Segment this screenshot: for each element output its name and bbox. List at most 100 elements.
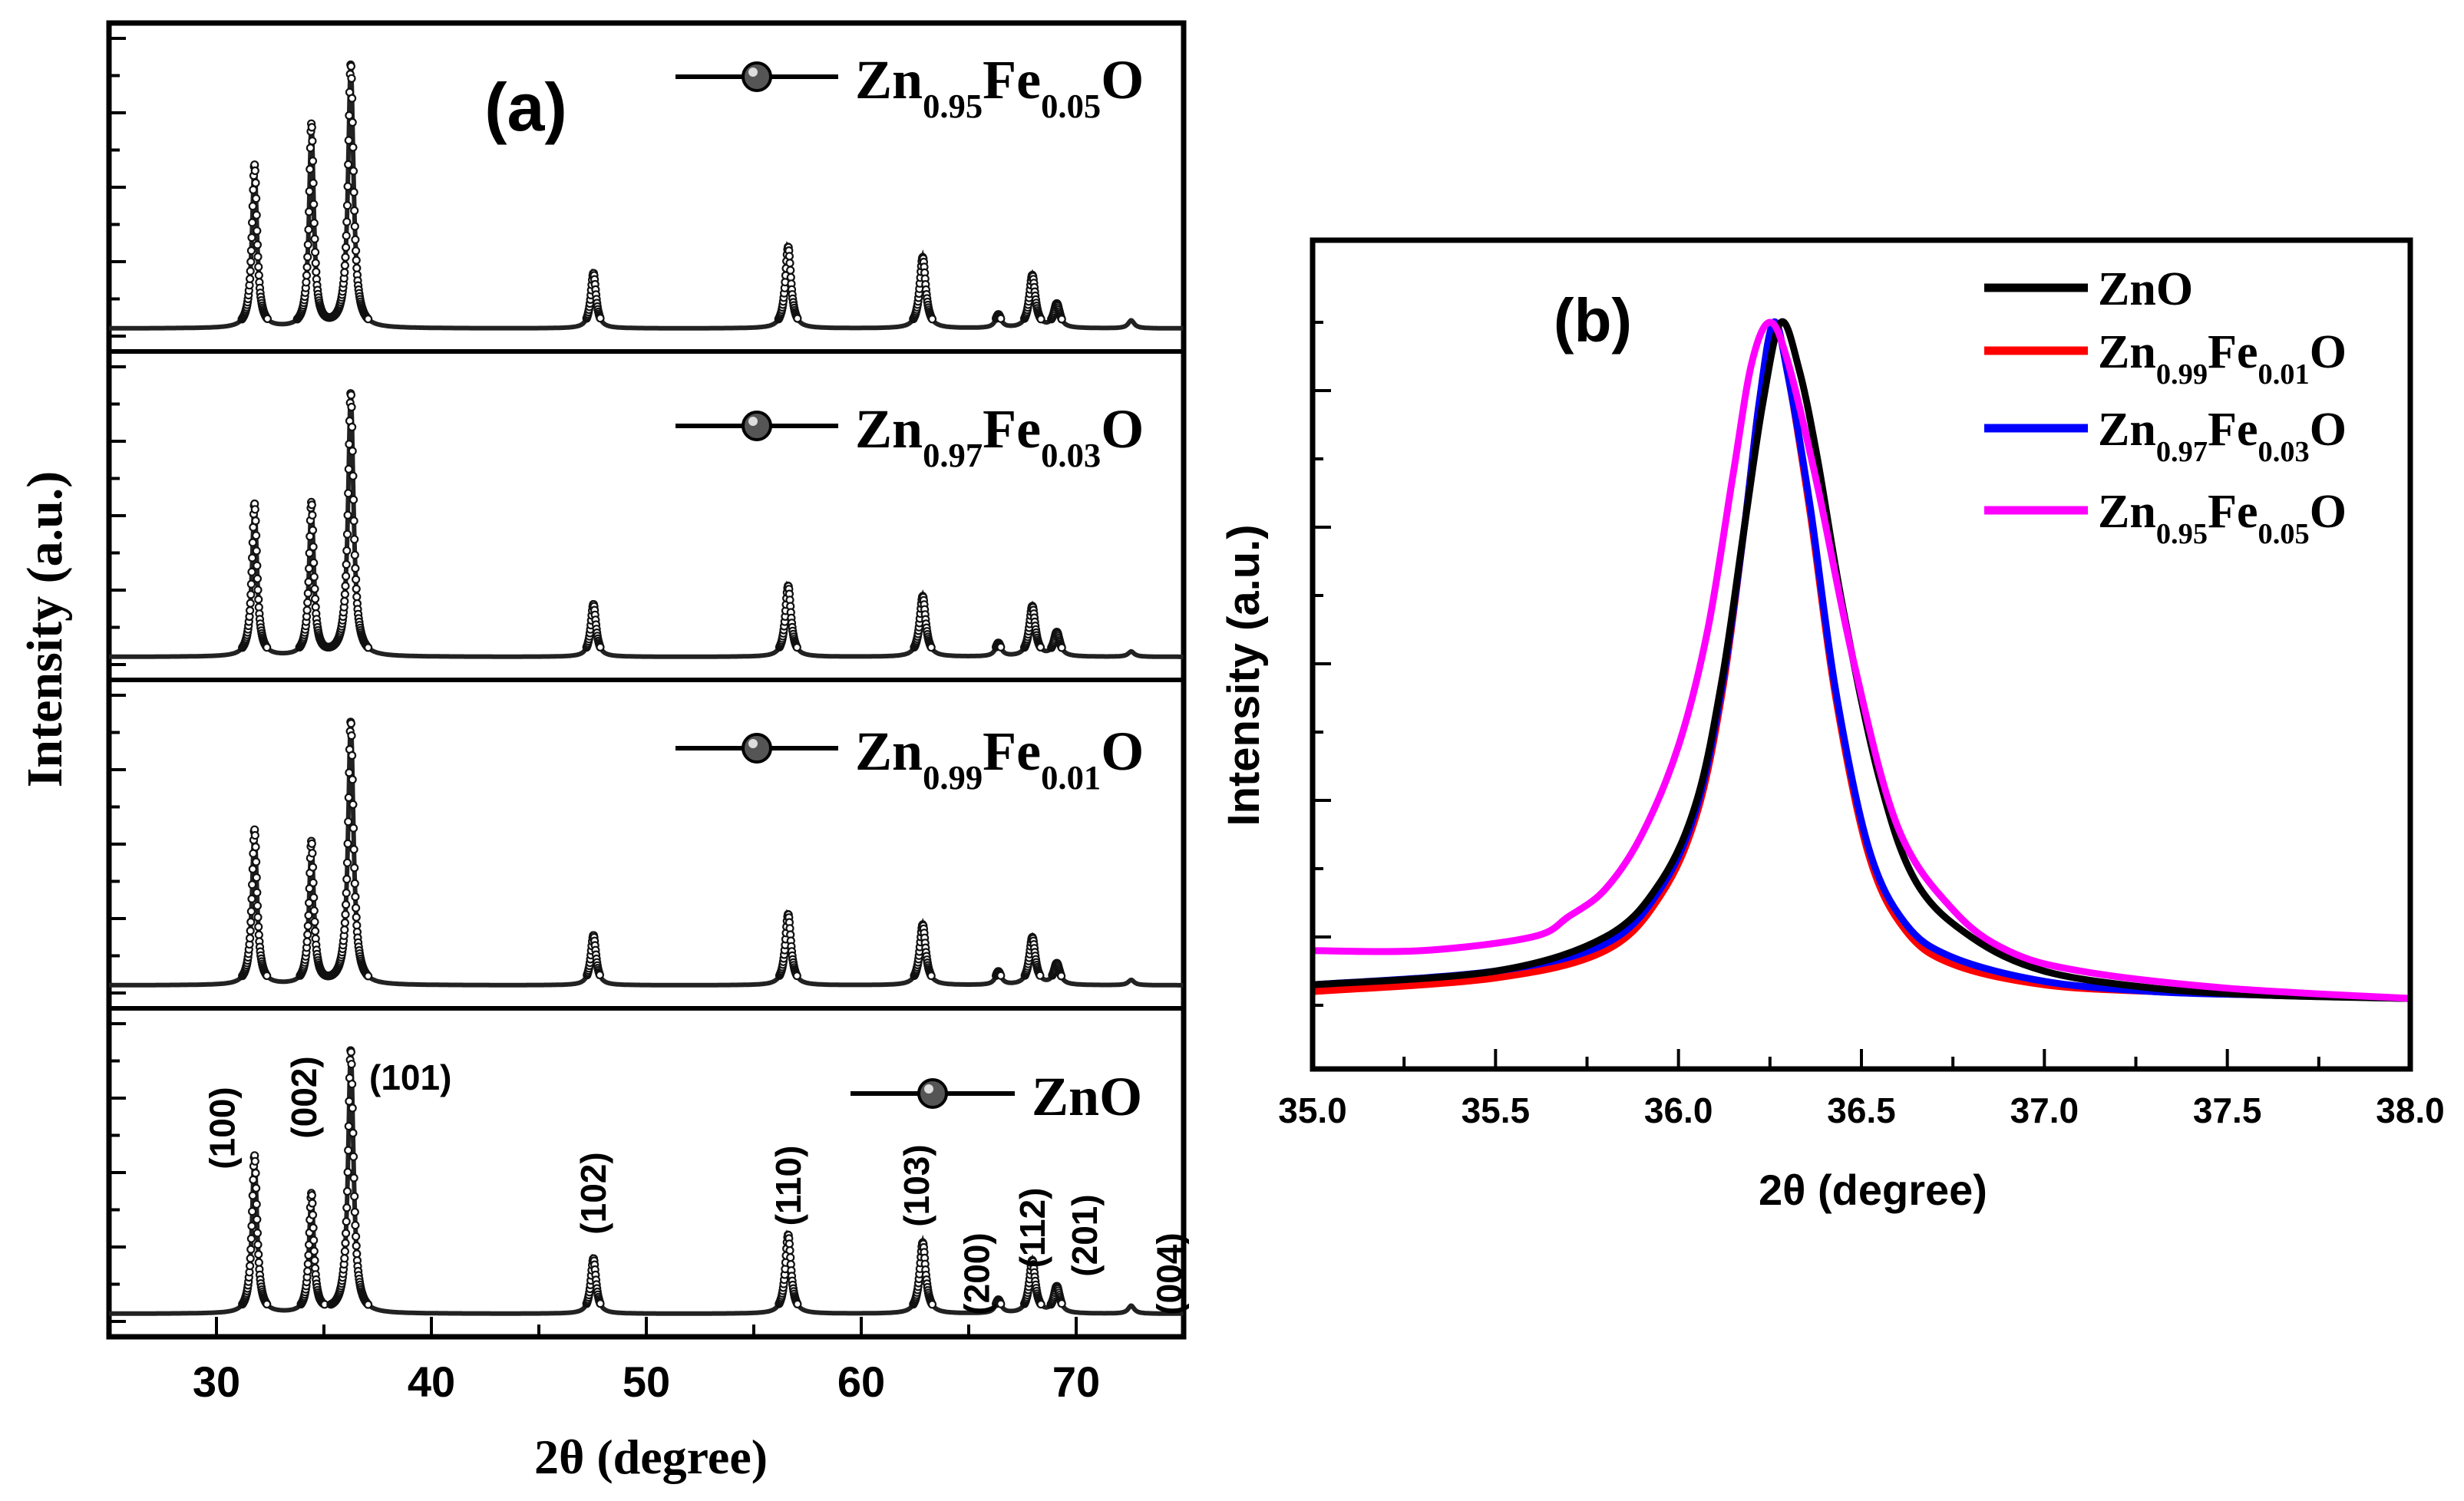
panel-b-x-tick-label: 38.0 (2376, 1090, 2445, 1130)
panel-a-marker (996, 971, 1006, 980)
panel-a-series-markers (238, 389, 1066, 652)
panel-a-marker (352, 575, 361, 584)
panel-a-marker (308, 1199, 317, 1208)
panel-a-marker (348, 495, 358, 504)
panel-a-marker (253, 888, 262, 897)
panel-a-marker (309, 219, 319, 228)
panel-a-marker (303, 930, 312, 939)
panel-a-marker (348, 800, 358, 810)
panel-a-marker (342, 1186, 352, 1196)
panel-a-marker (340, 268, 349, 277)
panel-a-marker (345, 768, 354, 777)
panel-a-marker (352, 903, 361, 912)
panel-a-marker (309, 906, 319, 915)
panel-a-marker (253, 226, 262, 236)
panel-a-marker (1057, 1299, 1066, 1308)
panel-a-marker (303, 598, 312, 607)
legend-label-label-sub1: 0.95 (2156, 518, 2208, 550)
panel-b-legend-label-0: ZnO (2098, 263, 2193, 315)
legend-marker-highlight (924, 1084, 933, 1094)
peak-label: (102) (573, 1152, 613, 1234)
panel-a-marker (309, 878, 318, 887)
panel-a-marker (307, 123, 316, 132)
panel-a-marker (364, 1300, 373, 1309)
panel-a-series-line (109, 721, 1184, 988)
panel-a-marker (785, 1245, 794, 1255)
panel-a-marker (253, 240, 262, 249)
panel-a-marker (342, 559, 351, 569)
panel-a-marker (246, 1261, 255, 1271)
panel-a-label: (a) (484, 69, 567, 145)
legend-marker (917, 1078, 948, 1109)
panel-a-marker (352, 584, 361, 594)
panel-b-x-axis-title: 2θ (degree) (1759, 1166, 1987, 1214)
panel-a-marker (352, 592, 362, 602)
panel-a-marker (311, 926, 320, 936)
panel-a-legend-label-0: Zn0.95Fe0.05O (855, 49, 1144, 125)
panel-a-marker (263, 314, 272, 323)
panel-a-marker (342, 1217, 351, 1226)
legend-label-label-main3: O (1101, 49, 1144, 111)
panel-b-legend-label-3: Zn0.95Fe0.05O (2098, 486, 2347, 550)
peak-label: (103) (897, 1144, 936, 1226)
panel-a-marker (341, 581, 350, 591)
legend-label-label-sub1: 0.99 (2156, 358, 2208, 391)
panel-a-marker (350, 206, 359, 216)
panel-a-marker (303, 240, 312, 249)
legend-label-label-main1: ZnO (1032, 1066, 1142, 1127)
panel-a-marker (344, 793, 353, 803)
panel-a-marker (341, 1239, 350, 1248)
panel-a-marker (263, 1299, 272, 1309)
panel-a-marker (344, 136, 353, 145)
panel-a-marker (784, 252, 794, 261)
panel-b-y-axis-title: Intensity (a.u.) (1219, 524, 1269, 826)
legend-label-label-main1: Zn (855, 721, 923, 782)
panel-a-marker (308, 137, 317, 146)
panel-a-marker (248, 1207, 257, 1216)
panel-a-marker (786, 1253, 795, 1262)
panel-b: 35.0 35.5 36.0 36.5 37.0 37.5 38.0 ZnOZn0.99Fe… (1219, 237, 2445, 1214)
panel-a-marker (248, 1191, 257, 1200)
panel-b-label: (b) (1554, 286, 1632, 355)
panel-a-marker (347, 1060, 356, 1069)
legend-label-label-main1: Zn (855, 49, 923, 111)
panel-a-marker (1057, 315, 1066, 324)
panel-a-marker (342, 201, 352, 210)
panel-a-marker (250, 830, 259, 840)
legend-label-label-sub2: 0.01 (1041, 758, 1101, 797)
panel-a-legend-label-1: Zn0.97Fe0.03O (855, 398, 1144, 474)
panel-a-peak-labels: (100) (002) (101) (102) (110) (103) (200) (112)… (203, 1056, 1190, 1315)
panel-a-marker (786, 266, 795, 275)
legend-label-label-sub2: 0.03 (1041, 436, 1101, 474)
panel-a-x-tick-label: 50 (623, 1357, 670, 1406)
panel-a-series-line (109, 1049, 1184, 1316)
panel-a-marker (341, 910, 350, 919)
panel-a-marker (251, 178, 260, 187)
panel-a-marker (263, 643, 272, 652)
panel-a-marker (303, 252, 312, 262)
panel-a-marker (1057, 643, 1066, 652)
panel-a-marker (351, 1221, 360, 1230)
panel-a-marker (341, 252, 350, 262)
panel-a-marker (342, 231, 351, 240)
legend-label-label-main3: O (1101, 721, 1144, 782)
panel-a-marker (596, 642, 605, 652)
panel-a-marker (344, 1121, 353, 1131)
legend-label-label-main2: Fe (2208, 486, 2258, 538)
panel-a-marker (303, 1266, 312, 1276)
panel-a-marker (304, 225, 313, 234)
panel-b-series-line (1312, 318, 2411, 1002)
panel-a-marker (340, 261, 349, 270)
legend-marker (742, 61, 772, 92)
panel-b-legend-label-2: Zn0.97Fe0.03O (2098, 404, 2347, 468)
panel-a-marker (346, 61, 355, 71)
panel-a-marker (249, 185, 258, 194)
panel-a-marker (305, 549, 314, 558)
panel-a-marker (302, 937, 312, 946)
panel-a-marker (246, 605, 255, 615)
panel-a-marker (342, 1203, 352, 1212)
panel-a-marker (348, 117, 357, 127)
panel-a-marker (348, 167, 358, 176)
panel-a-marker (346, 391, 355, 400)
